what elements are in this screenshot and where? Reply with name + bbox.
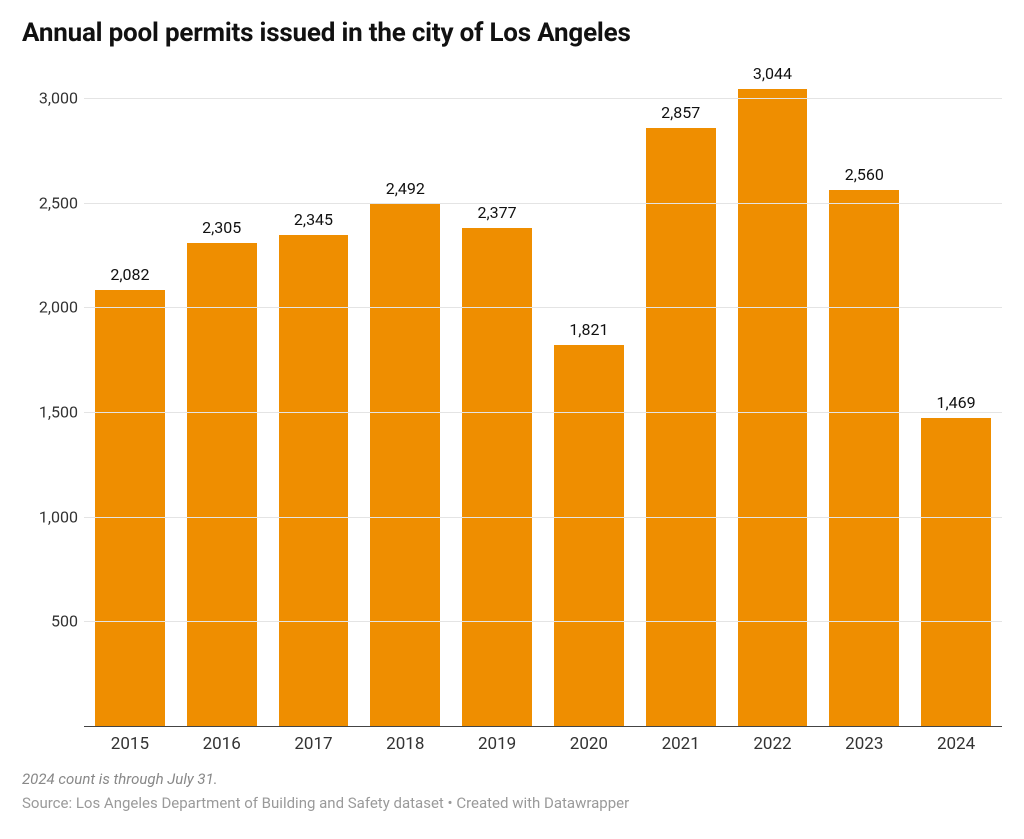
y-tick-label: 2,000 — [39, 298, 78, 317]
y-tick-label: 2,500 — [39, 193, 78, 212]
bars-group: 2,082 2,305 2,345 2,492 2,377 1,821 2,857 3,044… — [84, 56, 1002, 726]
x-tick-label: 2023 — [818, 728, 910, 756]
bar-value-label: 3,044 — [753, 64, 792, 89]
chart-area: 5001,0001,5002,0002,5003,000 2,0822,3052… — [22, 56, 1002, 756]
x-axis-labels: 2015201620172018201920202021202220232024 — [84, 728, 1002, 756]
y-tick-label: 3,000 — [39, 88, 78, 107]
x-tick-label: 2015 — [84, 728, 176, 756]
bar: 2,560 — [829, 190, 899, 726]
bar-value-label: 2,345 — [294, 210, 333, 235]
bar-slot: 2,305 — [176, 56, 268, 726]
chart-footnote: 2024 count is through July 31. — [22, 770, 1002, 788]
bar: 2,377 — [462, 228, 532, 726]
bar-value-label: 2,560 — [845, 165, 884, 190]
bar: 2,345 — [279, 235, 349, 726]
bar-value-label: 1,821 — [569, 320, 608, 345]
x-tick-label: 2016 — [176, 728, 268, 756]
x-tick-label: 2024 — [910, 728, 1002, 756]
bar-value-label: 2,492 — [386, 179, 425, 204]
bar-slot: 2,345 — [268, 56, 360, 726]
gridline — [84, 412, 1002, 413]
bar-slot: 3,044 — [727, 56, 819, 726]
bar: 1,821 — [554, 345, 624, 726]
bar-value-label: 2,857 — [661, 103, 700, 128]
bar-value-label: 2,082 — [110, 265, 149, 290]
bar: 2,305 — [187, 243, 257, 726]
gridline — [84, 307, 1002, 308]
bar-slot: 2,857 — [635, 56, 727, 726]
gridline — [84, 517, 1002, 518]
bar-slot: 2,082 — [84, 56, 176, 726]
x-tick-label: 2020 — [543, 728, 635, 756]
bar: 1,469 — [921, 418, 991, 726]
bar-value-label: 1,469 — [937, 393, 976, 418]
x-axis-baseline — [84, 726, 1002, 727]
y-tick-label: 500 — [51, 612, 78, 631]
x-tick-label: 2017 — [268, 728, 360, 756]
x-tick-label: 2022 — [727, 728, 819, 756]
bar: 2,492 — [370, 204, 440, 726]
bar-slot: 2,377 — [451, 56, 543, 726]
gridline — [84, 98, 1002, 99]
chart-container: Annual pool permits issued in the city o… — [0, 0, 1024, 826]
gridline — [84, 203, 1002, 204]
x-tick-label: 2019 — [451, 728, 543, 756]
y-tick-label: 1,500 — [39, 402, 78, 421]
bar-value-label: 2,305 — [202, 218, 241, 243]
chart-source: Source: Los Angeles Department of Buildi… — [22, 794, 1002, 812]
bar-slot: 1,469 — [910, 56, 1002, 726]
x-tick-label: 2018 — [359, 728, 451, 756]
bar: 3,044 — [738, 89, 808, 726]
bar-value-label: 2,377 — [478, 203, 517, 228]
plot-region: 2,082 2,305 2,345 2,492 2,377 1,821 2,857 3,044… — [84, 56, 1002, 726]
bar-slot: 2,492 — [359, 56, 451, 726]
bar: 2,082 — [95, 290, 165, 726]
chart-title: Annual pool permits issued in the city o… — [22, 18, 1002, 48]
y-tick-label: 1,000 — [39, 507, 78, 526]
bar-slot: 1,821 — [543, 56, 635, 726]
bar-slot: 2,560 — [818, 56, 910, 726]
gridline — [84, 621, 1002, 622]
x-tick-label: 2021 — [635, 728, 727, 756]
bar: 2,857 — [646, 128, 716, 726]
